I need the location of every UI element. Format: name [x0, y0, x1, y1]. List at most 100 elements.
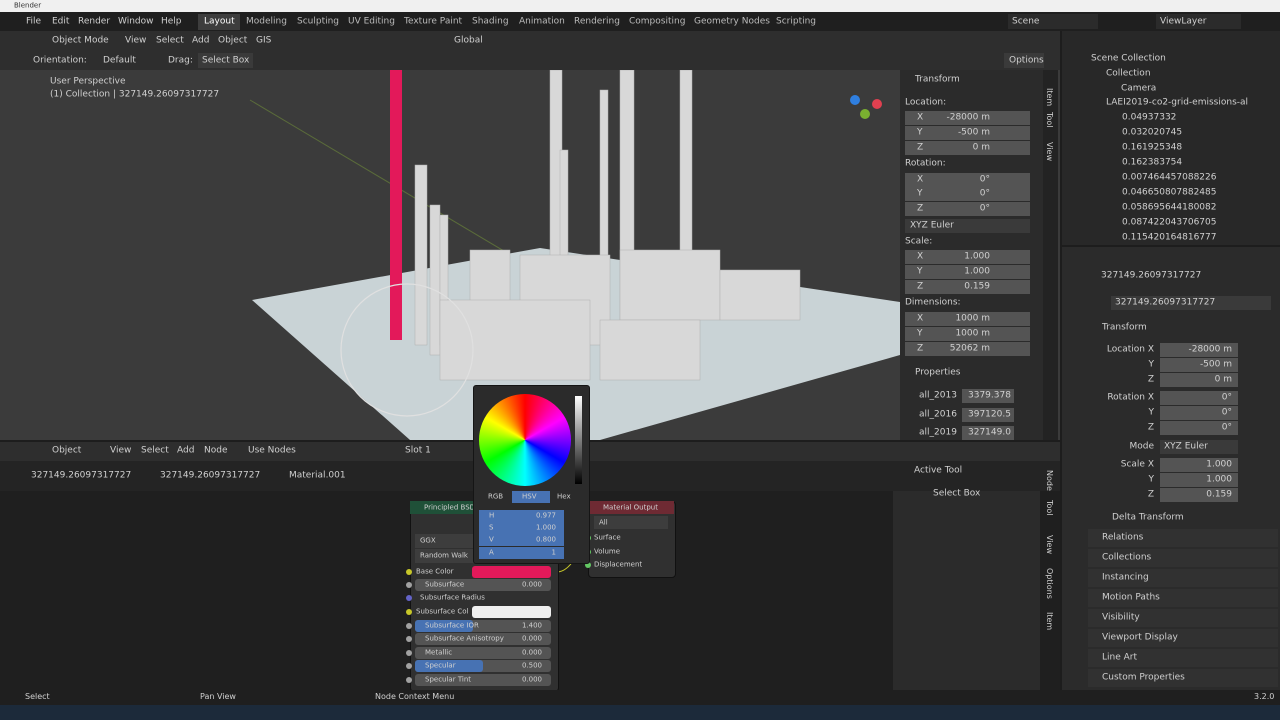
- outliner-item[interactable]: LAEI2019-co2-grid-emissions-al: [1106, 97, 1249, 108]
- viewport-menu[interactable]: Select: [156, 35, 184, 46]
- field-value[interactable]: 0.159: [1206, 489, 1232, 500]
- outliner-item[interactable]: 0.162383754: [1122, 157, 1183, 168]
- sidebar-tab[interactable]: Tool: [1045, 112, 1054, 128]
- dropdown[interactable]: Random Walk: [420, 551, 468, 560]
- dropdown[interactable]: GGX: [420, 536, 436, 545]
- workspace-tab[interactable]: Shading: [472, 16, 509, 27]
- scene-selector[interactable]: Scene: [1012, 16, 1040, 27]
- checkbox[interactable]: Use Nodes: [248, 445, 296, 456]
- menu-item[interactable]: Edit: [52, 16, 70, 27]
- collapsed-panel[interactable]: Relations: [1102, 532, 1144, 543]
- node-menu[interactable]: Select: [141, 445, 169, 456]
- workspace-tab[interactable]: Texture Paint: [404, 16, 463, 27]
- field-value[interactable]: 0 m: [972, 142, 990, 153]
- field-value[interactable]: 0°: [979, 174, 990, 185]
- dropdown[interactable]: All: [599, 518, 608, 527]
- workspace-tab[interactable]: Layout: [204, 16, 235, 27]
- viewport-menu[interactable]: Object: [218, 35, 248, 46]
- dropdown[interactable]: XYZ Euler: [910, 220, 954, 231]
- input-value[interactable]: 0.500: [521, 661, 542, 670]
- menu-item[interactable]: File: [26, 16, 42, 27]
- property-value[interactable]: 3379.378: [968, 390, 1011, 401]
- collapsed-panel[interactable]: Delta Transform: [1112, 512, 1184, 523]
- menu-item[interactable]: Help: [161, 16, 182, 27]
- property-value[interactable]: 327149.0: [968, 427, 1011, 438]
- workspace-tab[interactable]: Scripting: [776, 16, 817, 27]
- collapsed-panel[interactable]: Visibility: [1102, 612, 1140, 623]
- channel-value[interactable]: 0.800: [535, 535, 556, 544]
- collapsed-panel[interactable]: Custom Properties: [1102, 672, 1185, 683]
- mode-tab[interactable]: RGB: [488, 492, 504, 501]
- sidebar-tab[interactable]: Item: [1045, 88, 1054, 107]
- viewport-menu[interactable]: GIS: [256, 35, 272, 46]
- menu-item[interactable]: Render: [78, 16, 111, 27]
- outliner-item[interactable]: Camera: [1121, 83, 1157, 94]
- workspace-tab[interactable]: UV Editing: [348, 16, 395, 27]
- outliner-item[interactable]: 0.04937332: [1122, 112, 1177, 123]
- field-value[interactable]: 52062 m: [949, 343, 990, 354]
- viewport-menu[interactable]: View: [125, 35, 147, 46]
- field-value[interactable]: 1000 m: [955, 313, 990, 324]
- collapsed-panel[interactable]: Instancing: [1102, 572, 1149, 583]
- view-layer-selector[interactable]: ViewLayer: [1160, 16, 1207, 27]
- sidebar-tab[interactable]: Tool: [1045, 500, 1054, 516]
- field-value[interactable]: 0.159: [964, 281, 990, 292]
- mode-tab[interactable]: Hex: [557, 492, 571, 501]
- input-value[interactable]: 0.000: [521, 580, 542, 589]
- viewport-menu[interactable]: Add: [192, 35, 210, 46]
- workspace-tab[interactable]: Modeling: [246, 16, 287, 27]
- collapsed-panel[interactable]: Viewport Display: [1102, 632, 1178, 643]
- outliner-item[interactable]: 0.058695644180082: [1122, 202, 1217, 213]
- options-button[interactable]: Options: [1009, 55, 1044, 66]
- node-menu[interactable]: Node: [204, 445, 228, 456]
- workspace-tab[interactable]: Sculpting: [297, 16, 340, 27]
- outliner-item[interactable]: 0.115420164816777: [1122, 232, 1217, 243]
- field-value[interactable]: 1000 m: [955, 328, 990, 339]
- sidebar-tab[interactable]: Options: [1045, 568, 1054, 599]
- input-value[interactable]: 0.000: [521, 675, 542, 684]
- input-value[interactable]: 0.000: [521, 648, 542, 657]
- mode-tab[interactable]: HSV: [522, 492, 537, 501]
- outliner-item[interactable]: 0.007464457088226: [1122, 172, 1217, 183]
- field-value[interactable]: 0°: [1221, 392, 1232, 403]
- field-value[interactable]: -28000 m: [946, 112, 990, 123]
- outliner-item[interactable]: 0.161925348: [1122, 142, 1183, 153]
- transform-orientation[interactable]: Global: [454, 35, 483, 46]
- property-value[interactable]: 397120.5: [968, 409, 1011, 419]
- data-name[interactable]: 327149.26097317727: [1115, 297, 1216, 308]
- field-value[interactable]: 1.000: [1206, 474, 1232, 485]
- field-value[interactable]: 0°: [979, 203, 990, 214]
- dropdown[interactable]: XYZ Euler: [1164, 441, 1208, 452]
- field-value[interactable]: -500 m: [1199, 359, 1232, 370]
- channel-value[interactable]: 0.977: [535, 511, 556, 520]
- field-value[interactable]: 1.000: [964, 266, 990, 277]
- channel-value[interactable]: 1: [551, 548, 556, 557]
- field-value[interactable]: 1.000: [964, 251, 990, 262]
- sidebar-tab[interactable]: View: [1045, 535, 1054, 554]
- field-value[interactable]: 0°: [1221, 407, 1232, 418]
- field-value[interactable]: 0°: [1221, 422, 1232, 433]
- workspace-tab[interactable]: Animation: [519, 16, 565, 27]
- node-menu[interactable]: Add: [177, 445, 195, 456]
- field-value[interactable]: 0 m: [1214, 374, 1232, 385]
- dropdown[interactable]: Default: [103, 55, 136, 66]
- field-value[interactable]: 0°: [979, 188, 990, 199]
- channel-value[interactable]: 1.000: [535, 523, 556, 532]
- outliner-item[interactable]: 0.032020745: [1122, 127, 1183, 138]
- workspace-tab[interactable]: Compositing: [629, 16, 686, 27]
- menu-item[interactable]: Window: [118, 16, 154, 27]
- outliner-item[interactable]: 0.087422043706705: [1122, 217, 1217, 228]
- collapsed-panel[interactable]: Motion Paths: [1102, 592, 1160, 603]
- collapsed-panel[interactable]: Line Art: [1102, 652, 1138, 663]
- input-value[interactable]: 0.000: [521, 634, 542, 643]
- field-value[interactable]: 1.000: [1206, 459, 1232, 470]
- field-value[interactable]: -500 m: [957, 127, 990, 138]
- sidebar-tab[interactable]: View: [1045, 142, 1054, 161]
- mode-dropdown[interactable]: Object Mode: [52, 35, 109, 46]
- dropdown[interactable]: Select Box: [202, 55, 250, 66]
- outliner-item[interactable]: 0.046650807882485: [1122, 187, 1217, 198]
- slot-dropdown[interactable]: Slot 1: [405, 445, 431, 456]
- workspace-tab[interactable]: Rendering: [574, 16, 620, 27]
- sidebar-tab[interactable]: Node: [1045, 470, 1054, 491]
- workspace-tab[interactable]: Geometry Nodes: [694, 16, 770, 27]
